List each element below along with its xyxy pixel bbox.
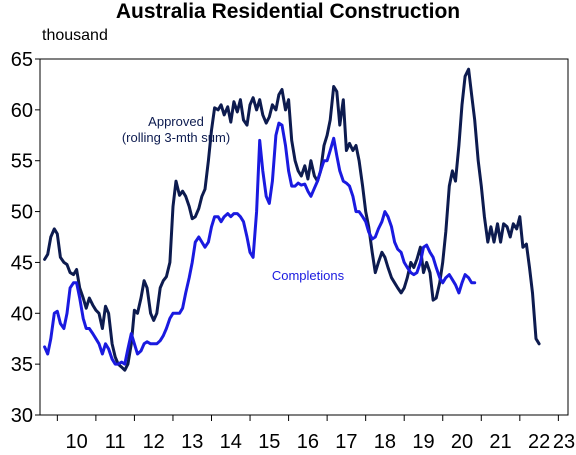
x-tick-label-18: 18 <box>374 431 396 453</box>
x-tick-label-22: 22 <box>528 431 550 453</box>
x-tick-label-19: 19 <box>412 431 434 453</box>
x-tick-label-20: 20 <box>451 431 473 453</box>
series-label-approved-line-2: (rolling 3-mth sum) <box>122 130 230 145</box>
series-label-completions-line-1: Completions <box>272 268 345 283</box>
x-tick-label-17: 17 <box>335 431 357 453</box>
series-label-approved-line-1: Approved <box>148 114 204 129</box>
y-tick-label-50: 50 <box>11 202 33 224</box>
x-tick-label-21: 21 <box>489 431 511 453</box>
chart-title: Australia Residential Construction <box>115 0 461 23</box>
x-tick-label-13: 13 <box>181 431 203 453</box>
x-tick-label-11: 11 <box>105 431 126 453</box>
series-line-completions <box>43 121 477 366</box>
x-tick-label-12: 12 <box>143 431 165 453</box>
x-tick-label-14: 14 <box>220 431 242 453</box>
y-tick-label-35: 35 <box>11 354 33 376</box>
y-tick-label-65: 65 <box>11 49 33 71</box>
x-tick-label-23: 23 <box>553 431 575 453</box>
plot-frame <box>39 58 569 416</box>
y-tick-label-40: 40 <box>11 303 33 325</box>
y-tick-label-30: 30 <box>11 405 33 427</box>
x-tick-label-10: 10 <box>65 431 87 453</box>
y-tick-label-45: 45 <box>11 252 33 274</box>
series-line-approved <box>43 67 541 372</box>
x-tick-label-16: 16 <box>297 431 319 453</box>
y-tick-label-55: 55 <box>11 151 33 173</box>
y-tick-label-60: 60 <box>11 100 33 122</box>
y-axis-unit-label: thousand <box>42 27 108 44</box>
x-tick-label-15: 15 <box>258 431 280 453</box>
